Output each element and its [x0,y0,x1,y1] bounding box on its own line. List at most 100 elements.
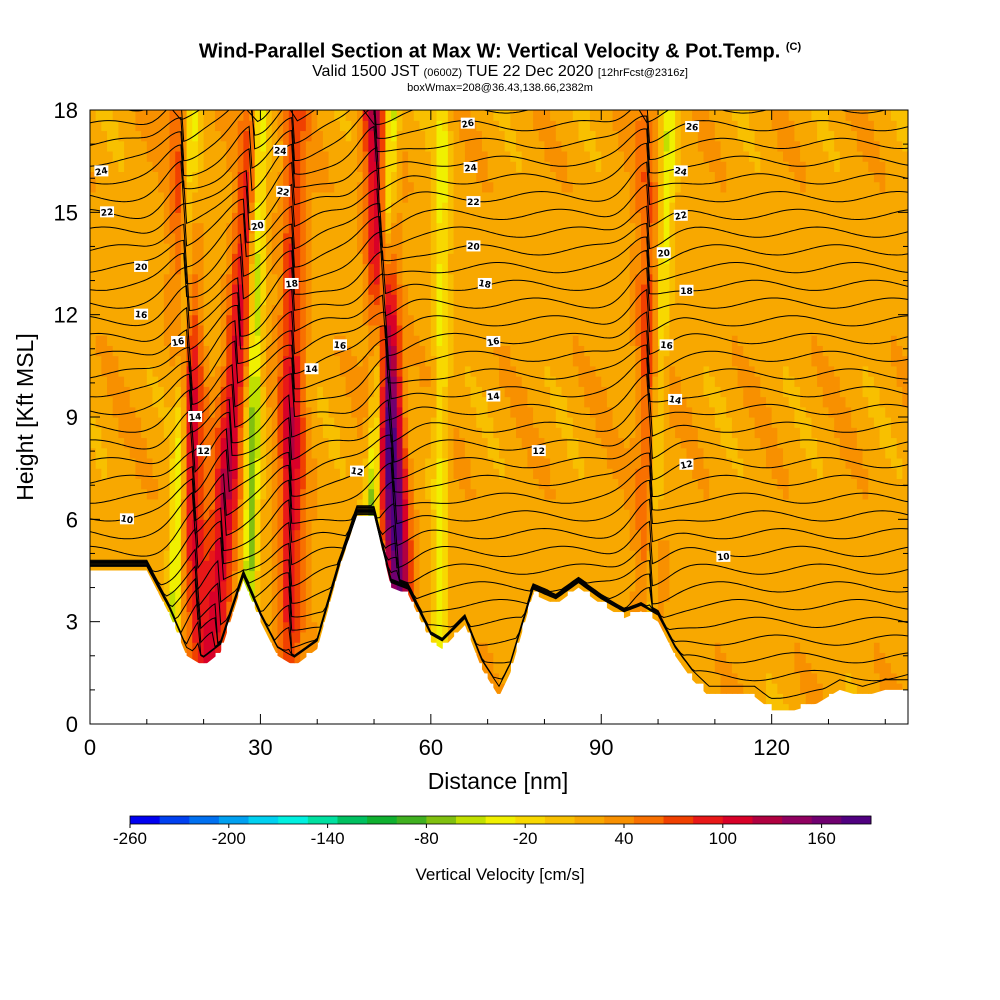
field-cell [186,590,193,602]
field-cell [436,202,443,213]
field-cell [629,550,636,561]
field-cell [436,457,443,469]
field-cell [385,550,392,561]
field-cell [658,140,665,152]
field-cell [356,202,364,213]
field-cell [351,478,358,490]
field-cell [214,427,222,439]
field-cell [112,314,120,326]
field-cell [294,417,301,428]
field-cell [652,140,659,152]
field-cell [129,304,137,316]
field-cell [658,560,665,572]
field-cell [561,355,568,367]
field-cell [294,222,301,234]
field-cell [413,130,421,142]
field-cell [345,294,352,306]
field-cell [266,140,273,152]
field-cell [169,386,176,398]
field-cell [538,590,546,602]
field-cell [595,120,602,132]
field-cell [447,232,455,244]
field-cell [476,222,483,234]
field-cell [163,202,171,213]
field-cell [623,590,631,602]
field-cell [578,447,585,459]
field-cell [544,222,551,234]
field-cell [368,222,375,234]
field-cell [254,427,262,439]
field-cell [544,457,551,469]
field-cell [487,365,494,377]
field-cell [214,150,222,162]
field-cell [146,468,154,479]
field-cell [527,345,534,357]
field-cell [362,232,369,244]
field-cell [186,550,193,561]
field-cell [152,335,159,346]
field-cell [589,478,597,490]
field-cell [328,212,335,224]
field-cell [311,212,318,224]
field-cell [90,355,97,367]
field-cell [163,386,171,398]
field-cell [214,498,222,510]
field-cell [459,273,466,285]
field-cell [124,324,131,336]
field-cell [453,202,460,213]
field-cell [271,376,279,387]
field-cell [209,498,216,510]
field-cell [328,232,335,244]
field-cell [146,191,154,203]
field-cell [220,140,227,152]
field-cell [158,427,165,439]
field-cell [334,212,341,224]
field-cell [294,498,301,510]
field-cell [385,161,392,172]
field-cell [396,283,404,295]
field-cell [436,365,443,377]
field-cell [442,212,449,224]
field-cell [214,232,222,244]
field-cell [612,580,619,592]
field-cell [499,294,506,306]
field-cell [408,314,415,326]
field-cell [351,110,358,121]
field-cell [158,161,165,172]
field-cell [243,396,250,408]
field-cell [152,150,159,162]
field-cell [516,345,523,357]
field-cell [277,386,284,398]
field-cell [374,202,381,213]
field-cell [663,529,671,541]
field-cell [493,202,500,213]
field-cell [260,212,267,224]
field-cell [504,621,511,633]
field-cell [447,345,455,357]
field-cell [504,498,511,510]
field-cell [374,345,381,357]
field-cell [652,120,659,132]
field-cell [379,406,386,418]
field-cell [567,457,574,469]
field-cell [232,396,239,408]
field-cell [618,324,625,336]
field-cell [612,171,619,183]
field-cell [561,457,568,469]
field-cell [129,263,137,275]
field-cell [385,335,392,346]
field-cell [658,478,665,490]
field-cell [345,130,352,142]
field-cell [499,601,506,613]
field-cell [243,457,250,469]
field-cell [612,457,619,469]
field-cell [538,365,546,377]
field-cell [550,324,557,336]
field-cell [141,232,148,244]
field-cell [595,253,602,265]
field-cell [601,580,608,592]
field-cell [112,478,120,490]
field-cell [430,488,438,500]
field-cell [243,120,250,132]
field-cell [197,529,205,541]
